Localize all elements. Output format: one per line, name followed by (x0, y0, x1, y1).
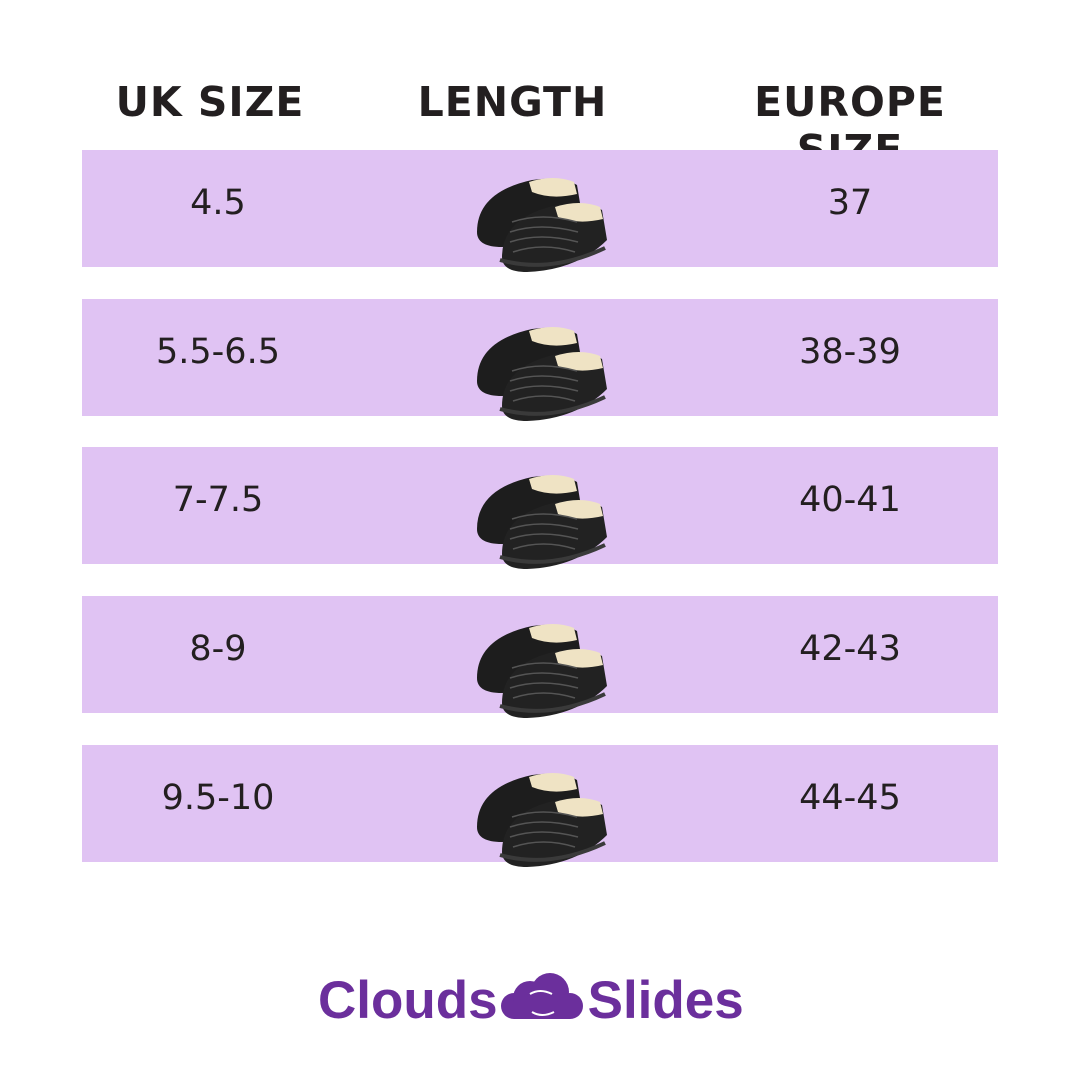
uk-size-cell: 9.5-10 (161, 778, 275, 818)
uk-size-cell: 4.5 (190, 183, 246, 223)
brand-logo: Clouds Slides (318, 968, 744, 1032)
table-row: 4.5 37 (82, 150, 998, 272)
slipper-image (467, 459, 617, 569)
header-uk-size: UK SIZE (115, 78, 305, 126)
europe-size-cell: 40-41 (799, 480, 901, 520)
uk-size-cell: 7-7.5 (172, 480, 264, 520)
cloud-feet-icon (500, 973, 583, 1019)
europe-size-cell: 38-39 (799, 332, 901, 372)
header-length: LENGTH (417, 78, 608, 126)
logo-text-left: Clouds (318, 970, 498, 1030)
logo-text-right: Slides (587, 970, 744, 1030)
europe-size-cell: 42-43 (799, 629, 901, 669)
table-row: 7-7.5 40-41 (82, 447, 998, 569)
slipper-image (467, 608, 617, 718)
uk-size-cell: 8-9 (189, 629, 247, 669)
slipper-image (467, 757, 617, 867)
slipper-image (467, 311, 617, 421)
europe-size-cell: 37 (827, 183, 873, 223)
uk-size-cell: 5.5-6.5 (156, 332, 280, 372)
europe-size-cell: 44-45 (799, 778, 901, 818)
table-row: 8-9 42-43 (82, 596, 998, 718)
table-row: 5.5-6.5 38-39 (82, 299, 998, 421)
table-row: 9.5-10 44-45 (82, 745, 998, 867)
slipper-image (467, 162, 617, 272)
